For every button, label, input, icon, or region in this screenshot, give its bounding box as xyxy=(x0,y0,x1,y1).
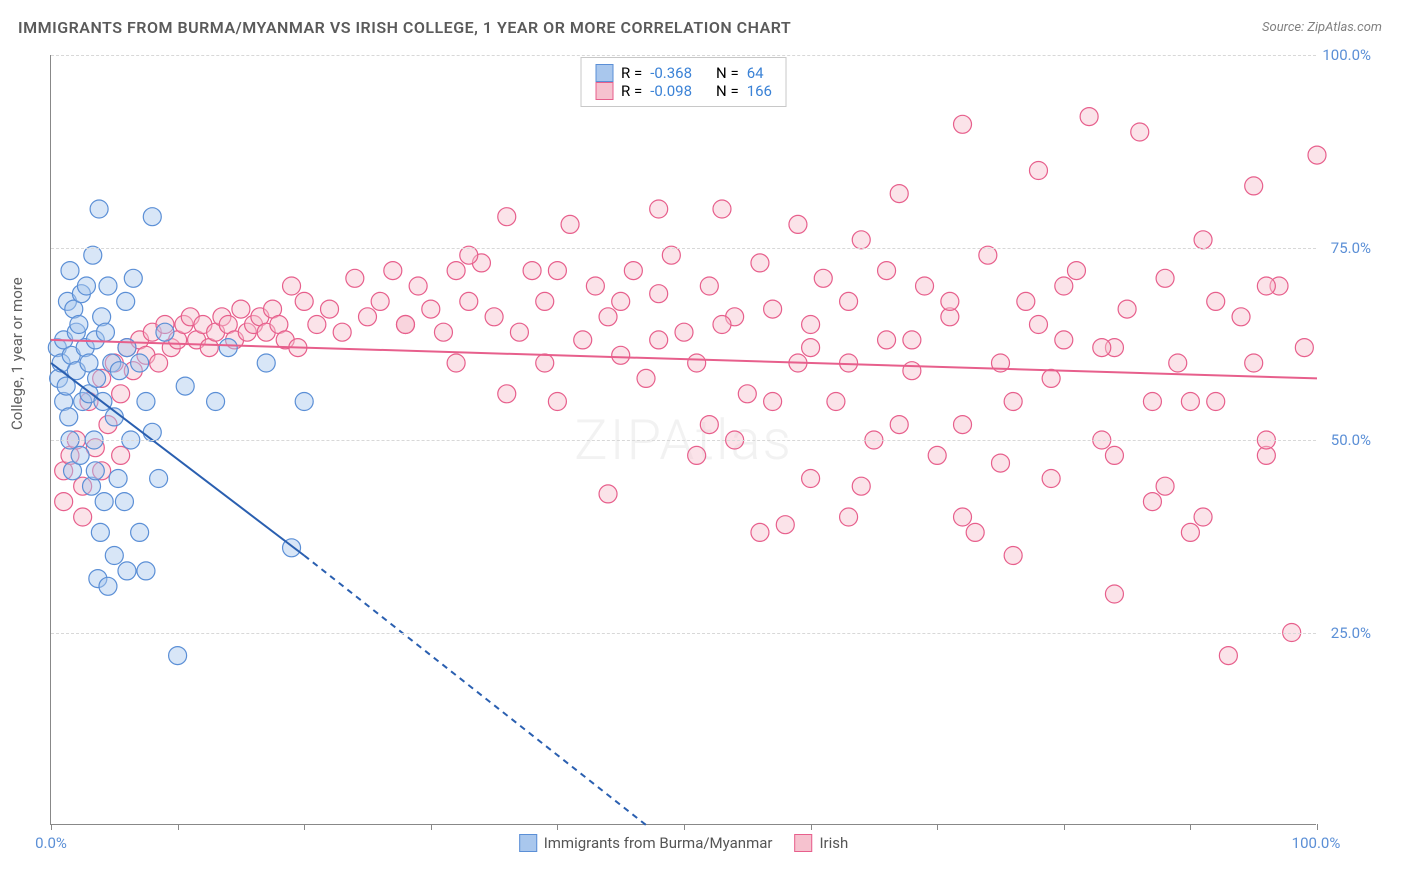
y-axis-label: College, 1 year or more xyxy=(8,277,26,430)
gridline xyxy=(51,248,1316,249)
r-value-2: -0.098 xyxy=(650,82,692,100)
xtick xyxy=(937,824,938,830)
xtick xyxy=(1317,824,1318,830)
swatch-series-1 xyxy=(595,64,613,82)
legend-label-1: Immigrants from Burma/Myanmar xyxy=(544,834,773,852)
legend-item-1: Immigrants from Burma/Myanmar xyxy=(519,834,773,852)
xtick xyxy=(178,824,179,830)
xtick xyxy=(684,824,685,830)
ytick-label: 50.0% xyxy=(1331,431,1371,449)
correlation-legend: R = -0.368 N = 64 R = -0.098 N = 166 xyxy=(580,57,787,107)
legend-label-2: Irish xyxy=(819,834,848,852)
series-legend: Immigrants from Burma/Myanmar Irish xyxy=(519,834,849,852)
n-value-1: 64 xyxy=(747,64,764,82)
swatch-series-2-b xyxy=(794,834,812,852)
n-label: N = xyxy=(716,64,739,82)
r-label: R = xyxy=(621,64,642,82)
xtick-label-min: 0.0% xyxy=(35,834,67,852)
xtick xyxy=(1190,824,1191,830)
xtick-label-max: 100.0% xyxy=(1292,834,1341,852)
ytick-label: 100.0% xyxy=(1322,46,1371,64)
gridline xyxy=(51,55,1316,56)
ytick-label: 25.0% xyxy=(1331,624,1371,642)
n-label: N = xyxy=(716,82,739,100)
n-value-2: 166 xyxy=(747,82,772,100)
xtick xyxy=(1064,824,1065,830)
xtick xyxy=(51,824,52,830)
source-label: Source: ZipAtlas.com xyxy=(1262,20,1382,35)
legend-item-2: Irish xyxy=(794,834,848,852)
gridline xyxy=(51,633,1316,634)
legend-row-2: R = -0.098 N = 166 xyxy=(595,82,772,100)
xtick xyxy=(304,824,305,830)
xtick xyxy=(811,824,812,830)
legend-row-1: R = -0.368 N = 64 xyxy=(595,64,772,82)
xtick xyxy=(431,824,432,830)
r-value-1: -0.368 xyxy=(650,64,692,82)
swatch-series-1-b xyxy=(519,834,537,852)
chart-title: IMMIGRANTS FROM BURMA/MYANMAR VS IRISH C… xyxy=(18,18,791,37)
xtick xyxy=(557,824,558,830)
swatch-series-2 xyxy=(595,82,613,100)
plot-area: ZIPAtlas R = -0.368 N = 64 R = -0.098 N … xyxy=(50,55,1316,825)
gridline xyxy=(51,440,1316,441)
ytick-label: 75.0% xyxy=(1331,239,1371,257)
r-label: R = xyxy=(621,82,642,100)
